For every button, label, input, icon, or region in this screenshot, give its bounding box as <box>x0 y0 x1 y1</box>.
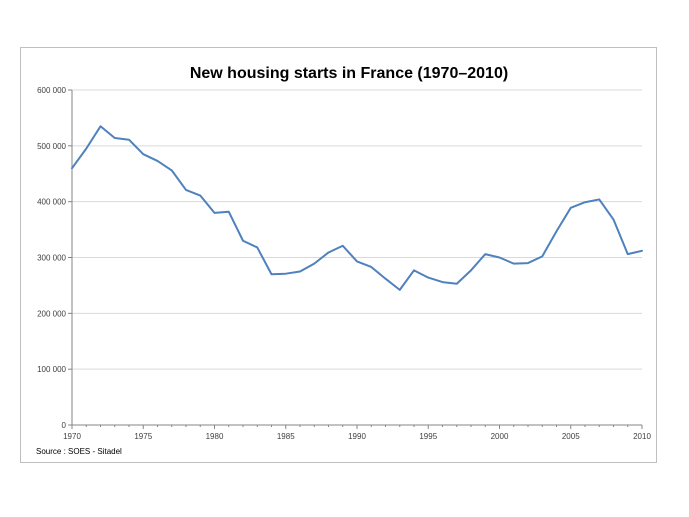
x-tick-label: 2005 <box>562 432 580 441</box>
line-chart: New housing starts in France (1970–2010)… <box>36 65 651 456</box>
gridlines <box>72 89 642 370</box>
data-point-2006 <box>584 201 587 204</box>
data-point-2008 <box>612 218 615 221</box>
data-point-2007 <box>598 198 601 201</box>
data-point-1998 <box>470 269 473 272</box>
data-point-2000 <box>498 256 501 259</box>
x-tick-label: 1970 <box>63 432 81 441</box>
data-point-1970 <box>71 167 74 170</box>
data-point-2001 <box>512 262 515 265</box>
chart-frame: New housing starts in France (1970–2010)… <box>20 47 657 463</box>
x-tick-label: 1980 <box>206 432 224 441</box>
x-tick-label: 1995 <box>419 432 437 441</box>
data-point-1990 <box>356 260 359 263</box>
data-point-2004 <box>555 230 558 233</box>
data-point-2002 <box>527 262 530 265</box>
data-point-1999 <box>484 253 487 256</box>
data-point-1991 <box>370 265 373 268</box>
x-tick-label: 1975 <box>134 432 152 441</box>
data-point-1973 <box>113 137 116 140</box>
data-point-1983 <box>256 246 259 249</box>
x-tick-label: 1985 <box>277 432 295 441</box>
data-point-1981 <box>227 210 230 213</box>
data-point-1987 <box>313 262 316 265</box>
data-point-2010 <box>641 249 644 252</box>
data-point-1984 <box>270 273 273 276</box>
y-tick-label: 300 000 <box>37 254 66 263</box>
data-points <box>71 125 644 292</box>
data-point-1976 <box>156 159 159 162</box>
data-point-1988 <box>327 251 330 254</box>
x-tick-label: 2000 <box>491 432 509 441</box>
data-point-1997 <box>455 282 458 285</box>
y-axis-tick-labels: 0 100 000 200 000 300 000 400 000 500 000 600 … <box>37 86 66 430</box>
data-point-1974 <box>128 138 131 141</box>
data-point-1978 <box>185 188 188 191</box>
x-tick-label: 1990 <box>348 432 366 441</box>
data-point-1986 <box>299 270 302 273</box>
data-point-1995 <box>427 276 430 279</box>
y-tick-label: 600 000 <box>37 86 66 95</box>
x-axis-tick-labels: 1970 1975 1980 1985 1990 1995 2000 2005 2010 <box>63 432 651 441</box>
data-point-1989 <box>341 244 344 247</box>
data-point-1994 <box>413 269 416 272</box>
series-line-housing-starts <box>71 125 643 291</box>
data-point-1992 <box>384 277 387 280</box>
y-tick-label: 500 000 <box>37 142 66 151</box>
data-point-1982 <box>242 239 245 242</box>
data-point-1993 <box>398 288 401 291</box>
data-point-1975 <box>142 153 145 156</box>
chart-title: New housing starts in France (1970–2010) <box>190 65 508 82</box>
y-tick-label: 0 <box>62 421 67 430</box>
y-tick-label: 200 000 <box>37 309 66 318</box>
y-tick-label: 400 000 <box>37 198 66 207</box>
data-point-1996 <box>441 281 444 284</box>
data-point-1971 <box>85 147 88 150</box>
x-tick-label: 2010 <box>633 432 651 441</box>
axes <box>68 89 643 429</box>
data-point-1977 <box>170 169 173 172</box>
source-note: Source : SOES - Sitadel <box>36 447 122 456</box>
data-point-1985 <box>284 272 287 275</box>
data-point-2009 <box>626 253 629 256</box>
y-tick-label: 100 000 <box>37 365 66 374</box>
data-point-1979 <box>199 194 202 197</box>
data-point-2003 <box>541 255 544 258</box>
data-point-2005 <box>569 206 572 209</box>
data-point-1972 <box>99 125 102 128</box>
data-point-1980 <box>213 211 216 214</box>
